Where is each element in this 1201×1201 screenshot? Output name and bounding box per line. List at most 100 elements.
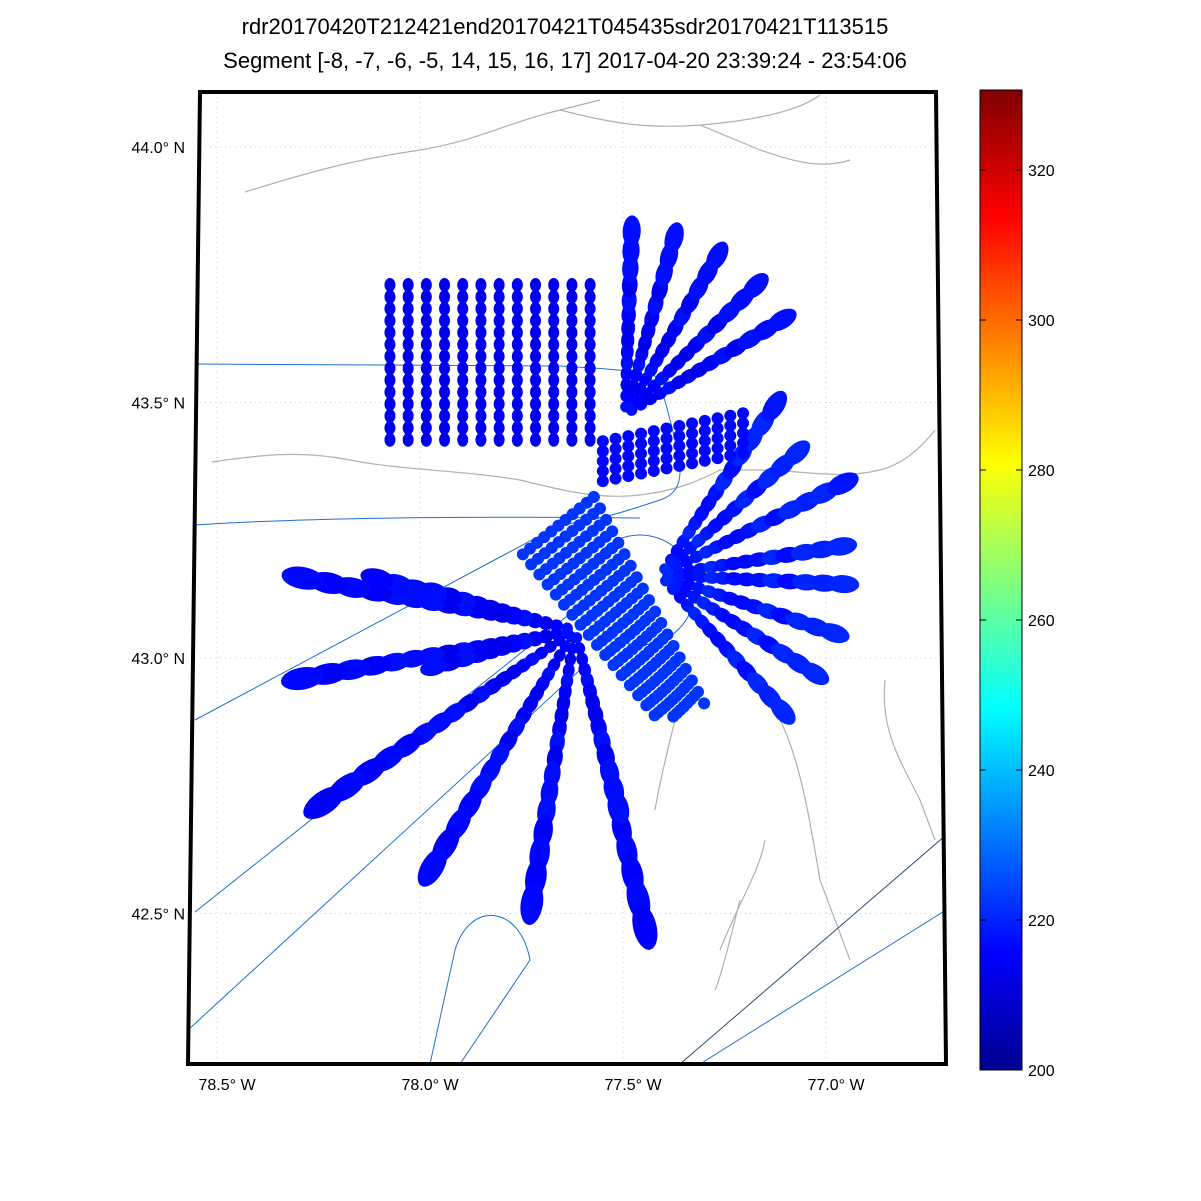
data-point bbox=[530, 289, 542, 304]
data-point bbox=[511, 313, 523, 328]
data-point bbox=[511, 349, 523, 364]
data-point bbox=[511, 277, 523, 292]
data-point bbox=[548, 408, 560, 423]
data-point bbox=[649, 605, 662, 618]
data-point bbox=[698, 454, 711, 467]
data-point bbox=[493, 408, 505, 423]
data-point bbox=[609, 452, 622, 465]
data-point bbox=[664, 553, 677, 566]
data-point bbox=[384, 385, 396, 400]
data-point bbox=[711, 452, 724, 465]
data-point bbox=[609, 472, 622, 485]
data-point bbox=[511, 337, 523, 352]
colorbar-tick-label: 320 bbox=[1028, 163, 1055, 180]
data-point bbox=[511, 361, 523, 376]
data-point bbox=[439, 420, 451, 435]
data-point bbox=[402, 361, 414, 376]
data-point bbox=[566, 349, 578, 364]
data-point bbox=[402, 397, 414, 412]
colorbar bbox=[979, 89, 1023, 1071]
data-point bbox=[402, 277, 414, 292]
data-point bbox=[609, 432, 622, 445]
data-point bbox=[511, 385, 523, 400]
data-point bbox=[439, 325, 451, 340]
map-frame bbox=[185, 90, 949, 1066]
data-point bbox=[574, 642, 586, 655]
data-point bbox=[511, 432, 523, 447]
data-point bbox=[566, 337, 578, 352]
data-point bbox=[660, 442, 673, 455]
data-point bbox=[420, 349, 432, 364]
data-point bbox=[584, 349, 596, 364]
data-point bbox=[457, 349, 469, 364]
data-point bbox=[698, 444, 711, 457]
data-point bbox=[439, 361, 451, 376]
data-point bbox=[566, 301, 578, 316]
data-point bbox=[737, 447, 750, 460]
data-point bbox=[584, 277, 596, 292]
data-point bbox=[493, 301, 505, 316]
data-point bbox=[584, 385, 596, 400]
data-point bbox=[439, 397, 451, 412]
data-point bbox=[475, 432, 487, 447]
data-point bbox=[622, 460, 635, 473]
data-point bbox=[384, 289, 396, 304]
data-point bbox=[550, 619, 563, 631]
data-point bbox=[303, 786, 344, 820]
latitude-tick-label: 43.0° N bbox=[131, 651, 185, 668]
data-point bbox=[520, 882, 544, 925]
data-point bbox=[384, 420, 396, 435]
data-point bbox=[762, 390, 788, 422]
data-point bbox=[493, 277, 505, 292]
data-point bbox=[530, 408, 542, 423]
data-point bbox=[384, 313, 396, 328]
data-point bbox=[673, 449, 686, 462]
data-point bbox=[420, 408, 432, 423]
data-point bbox=[493, 420, 505, 435]
data-point bbox=[548, 361, 560, 376]
data-point bbox=[673, 439, 686, 452]
colorbar-tick-label: 220 bbox=[1028, 913, 1055, 930]
data-point bbox=[724, 449, 737, 462]
data-point bbox=[420, 301, 432, 316]
data-point bbox=[420, 432, 432, 447]
data-point bbox=[737, 407, 750, 420]
data-point bbox=[493, 385, 505, 400]
data-point bbox=[610, 792, 630, 824]
data-point bbox=[566, 289, 578, 304]
data-point bbox=[439, 277, 451, 292]
data-point bbox=[622, 430, 635, 443]
data-point bbox=[686, 447, 699, 460]
data-point bbox=[636, 582, 649, 595]
data-point bbox=[566, 408, 578, 423]
data-point bbox=[493, 397, 505, 412]
data-point bbox=[475, 408, 487, 423]
data-point bbox=[475, 325, 487, 340]
data-point bbox=[679, 662, 692, 675]
data-point bbox=[698, 414, 711, 427]
data-point bbox=[457, 420, 469, 435]
data-point bbox=[493, 373, 505, 388]
data-point bbox=[548, 337, 560, 352]
data-point bbox=[737, 437, 750, 450]
data-point bbox=[655, 617, 668, 630]
data-point bbox=[622, 450, 635, 463]
data-point bbox=[673, 429, 686, 442]
data-point bbox=[548, 325, 560, 340]
data-point bbox=[384, 301, 396, 316]
data-point bbox=[530, 432, 542, 447]
data-point bbox=[635, 427, 648, 440]
data-point bbox=[402, 349, 414, 364]
data-point bbox=[548, 373, 560, 388]
data-point bbox=[493, 313, 505, 328]
data-point bbox=[624, 559, 637, 572]
data-point bbox=[600, 513, 613, 526]
data-point bbox=[493, 361, 505, 376]
data-point bbox=[384, 432, 396, 447]
longitude-tick-label: 78.0° W bbox=[401, 1077, 459, 1094]
data-point bbox=[511, 408, 523, 423]
data-point bbox=[666, 583, 679, 596]
data-point bbox=[402, 432, 414, 447]
data-point bbox=[612, 536, 625, 549]
data-point bbox=[800, 662, 830, 686]
